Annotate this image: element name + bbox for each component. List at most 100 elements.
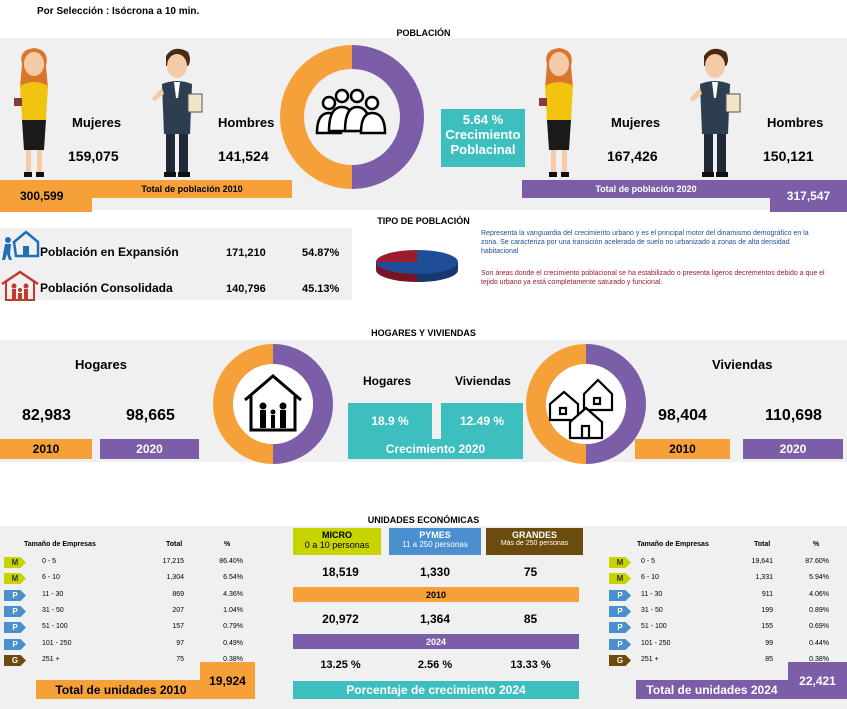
expansion-label: Población en Expansión xyxy=(40,245,179,259)
hogares-title: Hogares xyxy=(75,357,128,372)
expansion-pct: 54.87% xyxy=(302,247,340,259)
size-badge-p: P xyxy=(609,590,631,601)
size-total: 85 xyxy=(765,656,773,663)
size-total: 869 xyxy=(172,591,184,598)
size-range: 101 - 250 xyxy=(641,640,671,647)
group-people-icon xyxy=(315,88,387,135)
mujeres-value-2020: 167,426 xyxy=(607,148,658,164)
crecimiento-2020-label: Crecimiento 2020 xyxy=(348,439,523,459)
size-total: 19,641 xyxy=(751,558,773,565)
micro-growth: 13.25 % xyxy=(320,659,361,671)
grandes-sub: Más de 250 personas xyxy=(500,540,569,547)
hombres-value-2010: 141,524 xyxy=(218,148,269,164)
size-pct: 0.79% xyxy=(223,623,243,630)
size-badge-m: M xyxy=(4,573,26,584)
size-total: 199 xyxy=(761,607,773,614)
right-total-value: 22,421 xyxy=(788,662,847,699)
size-total: 207 xyxy=(172,607,184,614)
size-pct: 0.38% xyxy=(809,656,829,663)
size-badge-g: G xyxy=(609,655,631,666)
size-total: 1,331 xyxy=(755,574,773,581)
viviendas-2020-value: 110,698 xyxy=(765,407,822,424)
size-range: 251 + xyxy=(42,656,60,663)
consolidada-family-house-icon xyxy=(1,270,39,301)
mujeres-label-2010: Mujeres xyxy=(72,115,122,130)
size-pct: 0.69% xyxy=(809,623,829,630)
hombres-label-2010: Hombres xyxy=(218,115,275,130)
right-total-label: Total de unidades 2024 xyxy=(636,680,788,699)
viviendas-2010-value: 98,404 xyxy=(658,407,707,424)
hogares-2010-badge: 2010 xyxy=(0,439,92,459)
total-poblacion-2010-label: Total de población 2010 xyxy=(92,180,292,198)
right-table-header-size: Tamaño de Empresas xyxy=(637,541,709,548)
size-total: 155 xyxy=(761,623,773,630)
family-home-icon xyxy=(244,374,302,432)
size-range: 51 - 100 xyxy=(42,623,68,630)
crecimiento-label-1: Crecimiento xyxy=(445,127,521,142)
size-pct: 0.89% xyxy=(809,607,829,614)
donut-orange-segment xyxy=(280,45,352,189)
micro-sub: 0 a 10 personas xyxy=(304,540,370,550)
grandes-growth: 13.33 % xyxy=(510,659,551,671)
grandes-2010: 75 xyxy=(523,565,538,579)
size-badge-m: M xyxy=(609,573,631,584)
right-table-header-total: Total xyxy=(754,541,771,548)
viviendas-title: Viviendas xyxy=(712,357,773,372)
size-total: 75 xyxy=(176,656,184,663)
size-badge-p: P xyxy=(4,590,26,601)
left-total-label: Total de unidades 2010 xyxy=(36,680,206,699)
mujeres-value-2010: 159,075 xyxy=(68,148,119,164)
left-table-header-total: Total xyxy=(166,541,183,548)
size-pct: 5.94% xyxy=(809,574,829,581)
poblacion-donut-chart xyxy=(280,45,424,189)
consolidada-value: 140,796 xyxy=(226,283,266,295)
size-range: 51 - 100 xyxy=(641,623,667,630)
viviendas-2010-badge: 2010 xyxy=(635,439,730,459)
size-pct: 0.44% xyxy=(809,640,829,647)
pymes-2010: 1,330 xyxy=(419,565,451,579)
hombres-value-2020: 150,121 xyxy=(763,148,814,164)
size-pct: 4.06% xyxy=(809,591,829,598)
size-range: 0 - 5 xyxy=(42,558,57,565)
tipo-poblacion-header: TIPO DE POBLACIÓN xyxy=(377,216,470,226)
size-total: 17,215 xyxy=(162,558,184,565)
size-pct: 4.36% xyxy=(223,591,243,598)
tipo-poblacion-pie-chart xyxy=(376,250,458,282)
hogares-header: HOGARES Y VIVIENDAS xyxy=(371,328,476,338)
mid-hogares-label: Hogares xyxy=(363,374,412,388)
man-icon xyxy=(690,48,741,177)
size-range: 0 - 5 xyxy=(641,558,656,565)
donut-purple-segment xyxy=(352,45,424,189)
mid-viviendas-label: Viviendas xyxy=(455,374,511,388)
consolidada-description: Son áreas donde el crecimiento poblacion… xyxy=(481,270,825,286)
micro-2024: 20,972 xyxy=(322,612,359,626)
poblacion-header: POBLACIÓN xyxy=(396,28,451,38)
size-range: 11 - 30 xyxy=(641,591,663,598)
size-badge-m: M xyxy=(4,557,26,568)
unidades-panel xyxy=(0,526,847,709)
size-badge-p: P xyxy=(609,622,631,633)
year-2024-bar: 2024 xyxy=(293,634,579,649)
size-badge-p: P xyxy=(609,639,631,650)
left-table-header-pct: % xyxy=(224,541,231,548)
size-total: 99 xyxy=(765,640,773,647)
left-table-header-size: Tamaño de Empresas xyxy=(24,541,96,548)
tipo-poblacion-panel xyxy=(0,228,352,300)
left-total-value: 19,924 xyxy=(200,662,255,699)
crecimiento-label-2: Poblacinal xyxy=(450,142,516,157)
houses-icon xyxy=(548,378,614,440)
woman-icon xyxy=(14,48,48,177)
woman-icon xyxy=(539,48,573,177)
total-poblacion-2020-label: Total de población 2020 xyxy=(522,180,770,198)
hogares-2020-badge: 2020 xyxy=(100,439,199,459)
grandes-category: GRANDES Más de 250 personas xyxy=(486,528,583,555)
crecimiento-poblacional-box: 5.64 % Crecimiento Poblacinal xyxy=(441,109,525,167)
crecimiento-value: 5.64 % xyxy=(462,112,504,127)
unidades-header: UNIDADES ECONÓMICAS xyxy=(367,515,480,525)
size-badge-g: G xyxy=(4,655,26,666)
size-range: 31 - 50 xyxy=(42,607,64,614)
size-pct: 1.04% xyxy=(223,607,243,614)
size-total: 1,304 xyxy=(166,574,184,581)
hogares-2010-value: 82,983 xyxy=(22,407,71,424)
size-badge-p: P xyxy=(4,639,26,650)
